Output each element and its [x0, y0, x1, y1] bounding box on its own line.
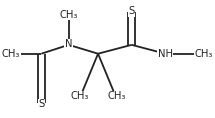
- Text: N: N: [65, 39, 72, 49]
- Text: S: S: [38, 99, 45, 109]
- Text: CH₃: CH₃: [195, 49, 213, 59]
- Text: CH₃: CH₃: [71, 91, 89, 101]
- Text: NH: NH: [158, 49, 173, 59]
- Text: CH₃: CH₃: [2, 49, 20, 59]
- Text: CH₃: CH₃: [107, 91, 126, 101]
- Text: CH₃: CH₃: [60, 10, 78, 20]
- Text: S: S: [129, 6, 135, 16]
